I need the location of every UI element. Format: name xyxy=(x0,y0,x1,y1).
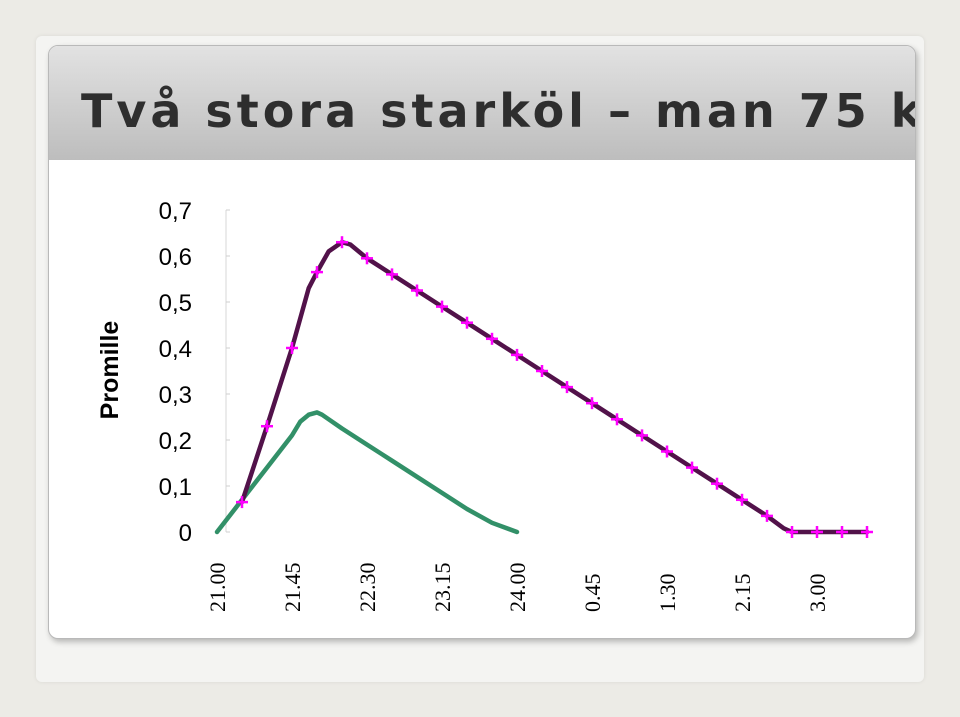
data-point-marker xyxy=(586,397,599,410)
x-tick-label: 3.00 xyxy=(805,574,830,613)
data-point-marker xyxy=(811,526,824,538)
data-point-marker xyxy=(711,477,724,490)
data-point-marker xyxy=(261,420,274,433)
y-tick-label: 0,1 xyxy=(159,474,192,501)
data-point-marker xyxy=(686,461,699,474)
x-tick-label: 24.00 xyxy=(505,563,530,613)
data-point-marker xyxy=(786,526,799,538)
data-point-marker xyxy=(561,381,574,394)
y-axis-title: Promille xyxy=(96,321,124,420)
series-line-1 xyxy=(214,410,520,535)
title-band xyxy=(49,46,915,160)
data-point-marker xyxy=(311,266,324,279)
y-tick-label: 0,3 xyxy=(159,382,192,409)
data-point-marker xyxy=(836,526,849,538)
y-tick-label: 0,6 xyxy=(159,244,192,271)
data-point-marker xyxy=(611,413,624,426)
data-point-marker xyxy=(461,316,474,329)
x-axis: 21.00 21.45 22.30 23.15 24.00 0.45 1.30 2.15 3.0… xyxy=(205,563,830,613)
data-point-marker xyxy=(286,342,299,354)
data-point-marker xyxy=(636,429,649,442)
x-tick-label: 21.00 xyxy=(205,563,230,613)
data-point-marker xyxy=(511,348,524,361)
slide-title: Två stora starköl – man 75 kg xyxy=(81,84,916,138)
series-line-0 xyxy=(239,239,870,535)
x-tick-label: 2.15 xyxy=(730,574,755,613)
x-tick-label: 21.45 xyxy=(280,563,305,613)
data-point-marker xyxy=(436,300,449,313)
x-tick-label: 1.30 xyxy=(655,574,680,613)
y-tick-label: 0,5 xyxy=(159,290,192,317)
data-point-marker xyxy=(761,509,774,522)
y-tick-label: 0,7 xyxy=(159,198,192,225)
data-point-marker xyxy=(236,496,249,509)
slide-content-panel: Två stora starköl – man 75 kg xyxy=(48,45,916,639)
series-group xyxy=(214,236,874,538)
x-tick-label: 0.45 xyxy=(580,574,605,613)
y-tick-label: 0 xyxy=(179,520,192,547)
data-point-marker xyxy=(661,445,674,458)
data-point-marker xyxy=(736,493,749,506)
data-point-marker xyxy=(486,332,499,345)
x-tick-label: 23.15 xyxy=(430,563,455,613)
y-tick-label: 0,2 xyxy=(159,428,192,455)
data-point-marker xyxy=(536,365,549,377)
data-point-marker xyxy=(361,252,374,265)
y-tick-label: 0,4 xyxy=(159,336,192,363)
data-point-marker xyxy=(386,268,399,281)
data-point-marker xyxy=(861,526,874,538)
data-point-marker xyxy=(336,236,349,249)
data-point-marker xyxy=(411,284,424,297)
y-axis: 0 0,1 0,2 0,3 0,4 0,5 0,6 0,7 xyxy=(159,198,230,547)
x-tick-label: 22.30 xyxy=(355,563,380,613)
